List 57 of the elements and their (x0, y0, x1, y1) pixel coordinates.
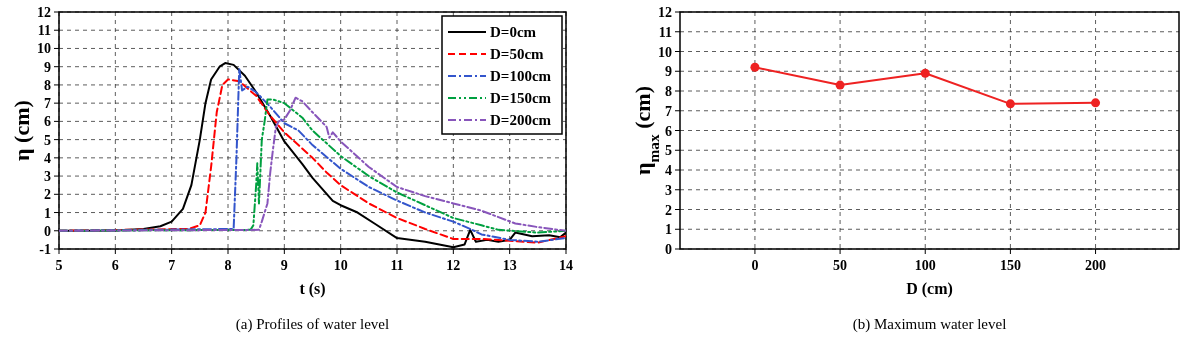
x-axis-title: t (s) (299, 280, 326, 298)
y-tick-label: 1 (44, 205, 51, 221)
legend-label: D=200cm (490, 112, 552, 128)
x-tick-label: 13 (502, 258, 517, 273)
x-tick-label: 5 (55, 258, 63, 273)
x-tick-label: 50 (833, 258, 848, 273)
y-tick-label: 3 (665, 182, 672, 198)
x-tick-label: 6 (111, 258, 119, 273)
y-tick-label: 9 (665, 64, 672, 80)
x-tick-label: 11 (390, 258, 404, 273)
y-tick-label: -1 (39, 242, 51, 257)
y-tick-label: 3 (44, 169, 51, 185)
y-tick-label: 8 (665, 84, 672, 99)
y-tick-label: 5 (665, 143, 672, 159)
x-axis-title: D (cm) (906, 280, 953, 298)
point (1005, 99, 1015, 109)
x-tick-label: 12 (446, 258, 461, 273)
y-tick-label: 12 (37, 5, 51, 20)
x-tick-label: 7 (168, 258, 176, 273)
y-tick-label: 6 (44, 114, 51, 130)
legend-label: D=150cm (490, 90, 552, 106)
x-tick-label: 200 (1085, 258, 1107, 273)
legend-label: D=100cm (490, 68, 552, 84)
y-tick-label: 2 (44, 187, 51, 203)
y-axis-title: η (cm) (9, 100, 34, 161)
y-tick-label: 6 (665, 123, 672, 139)
y-tick-label: 9 (44, 59, 51, 75)
y-tick-label: 7 (665, 103, 672, 119)
x-tick-label: 9 (280, 258, 288, 273)
y-tick-label: 11 (37, 23, 51, 39)
y-tick-label: 10 (658, 44, 672, 60)
x-tick-label: 0 (751, 258, 759, 273)
x-tick-label: 8 (224, 258, 232, 273)
text: (b) Maximum water level (852, 316, 1007, 333)
point (750, 62, 760, 72)
point (920, 68, 930, 78)
y-tick-label: 4 (665, 163, 672, 178)
y-tick-label: 5 (44, 132, 51, 148)
text: (a) Profiles of water level (235, 316, 390, 333)
y-tick-label: 1 (665, 222, 672, 238)
y-tick-label: 12 (658, 5, 672, 20)
point (1091, 98, 1101, 108)
x-tick-label: 14 (559, 258, 573, 273)
x-tick-label: 100 (914, 258, 936, 273)
legend-label: D=0cm (490, 24, 537, 40)
y-tick-label: 11 (658, 24, 672, 40)
y-tick-label: 10 (37, 41, 51, 57)
y-tick-label: 8 (44, 77, 51, 93)
y-tick-label: 0 (44, 223, 51, 239)
x-tick-label: 10 (333, 258, 348, 273)
point (835, 80, 845, 90)
y-tick-label: 4 (44, 150, 51, 166)
legend-label: D=50cm (490, 46, 545, 62)
x-tick-label: 150 (999, 258, 1021, 273)
y-tick-label: 2 (665, 202, 672, 218)
y-tick-label: 0 (665, 242, 672, 257)
y-tick-label: 7 (44, 96, 51, 112)
